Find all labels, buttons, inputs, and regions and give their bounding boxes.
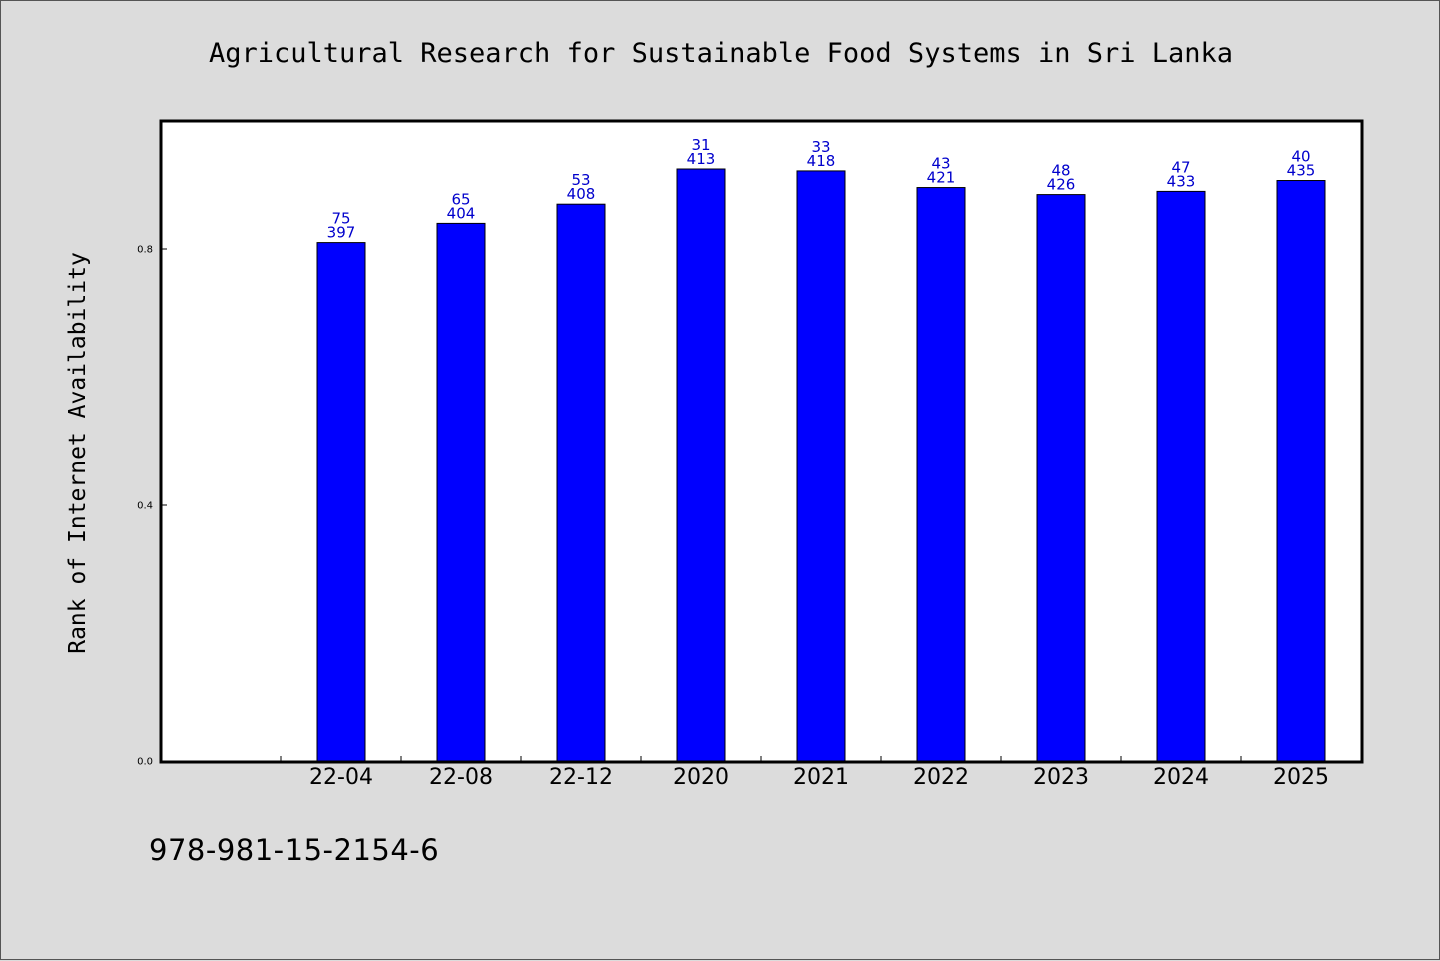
x-tick-label: 22-12: [549, 765, 613, 790]
x-tick-label: 2025: [1273, 765, 1329, 790]
plot-frame: [159, 119, 1364, 764]
x-tick-label: 2024: [1153, 765, 1209, 790]
x-tick-label: 2023: [1033, 765, 1089, 790]
bar-label-bottom: 397: [327, 224, 356, 242]
bar-label-bottom: 408: [567, 185, 596, 203]
y-tick-label: 0.4: [137, 501, 153, 512]
bar-label-top: 53: [571, 171, 590, 189]
bar-label-top: 75: [331, 210, 350, 228]
bar: [436, 222, 486, 762]
bar-label-bottom: 433: [1167, 172, 1196, 190]
y-tick-label: 0.0: [137, 757, 153, 768]
bar-label-top: 47: [1171, 158, 1190, 176]
y-tick-label: 0.8: [137, 245, 153, 256]
bars-layer: [316, 168, 1326, 762]
x-tick-label: 22-08: [429, 765, 493, 790]
bar-label-bottom: 435: [1287, 162, 1316, 180]
bar-label-top: 65: [451, 190, 470, 208]
bar-label-bottom: 418: [807, 152, 836, 170]
bar: [1156, 190, 1206, 762]
bar-label-top: 40: [1291, 148, 1310, 166]
bar: [556, 203, 606, 762]
chart-title: Agricultural Research for Sustainable Fo…: [209, 38, 1233, 69]
bar-label-bottom: 404: [447, 204, 476, 222]
y-axis-label: Rank of Internet Availability: [65, 252, 91, 654]
bar-label-top: 33: [811, 138, 830, 156]
bar: [676, 168, 726, 762]
bar: [316, 242, 366, 762]
bar-label-bottom: 413: [687, 150, 716, 168]
x-tick-label: 2022: [913, 765, 969, 790]
x-tick-label: 22-04: [309, 765, 373, 790]
x-axis: 22-04 22-08 22-12 2020 2021 2022 2023 2024 2025: [280, 756, 1362, 790]
bar-label-top: 31: [691, 136, 710, 154]
bar: [796, 170, 846, 762]
bar: [1036, 194, 1086, 762]
bar-label-bottom: 421: [927, 169, 956, 187]
x-tick-label: 2020: [673, 765, 729, 790]
bar-label-bottom: 426: [1047, 176, 1076, 194]
x-tick-label: 2021: [793, 765, 849, 790]
isbn-footnote: 978-981-15-2154-6: [149, 833, 440, 867]
bar-label-top: 43: [931, 155, 950, 173]
bar-label-top: 48: [1051, 162, 1070, 180]
bar: [1276, 180, 1326, 762]
bar: [916, 187, 966, 762]
